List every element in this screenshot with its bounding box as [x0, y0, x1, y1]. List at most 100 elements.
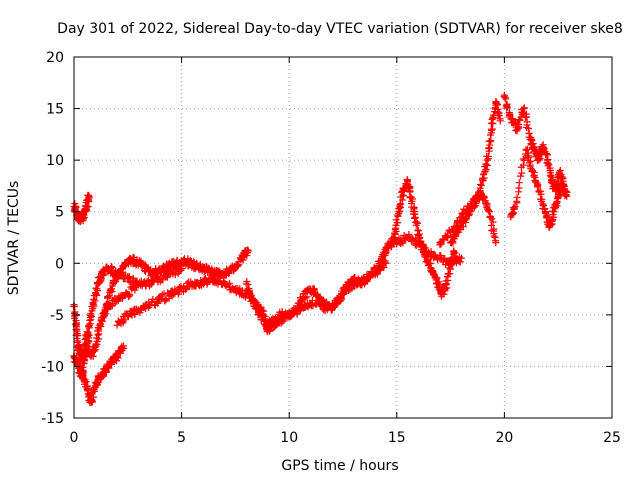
- data-point: [83, 330, 91, 338]
- data-point: [486, 213, 494, 221]
- data-point: [403, 178, 411, 186]
- grid: [74, 57, 612, 418]
- data-point: [516, 116, 524, 124]
- data-point: [524, 154, 532, 162]
- data-point: [436, 241, 444, 249]
- data-point: [539, 201, 547, 209]
- data-point: [407, 193, 415, 201]
- y-axis-label: SDTVAR / TECUs: [6, 181, 22, 296]
- data-point: [440, 290, 448, 298]
- data-point: [103, 306, 111, 314]
- data-point: [82, 335, 90, 343]
- data-point: [84, 329, 92, 337]
- data-point: [393, 218, 401, 226]
- data-point: [484, 152, 492, 160]
- data-point: [515, 179, 523, 187]
- x-tick-label: 20: [495, 430, 513, 446]
- data-point: [496, 115, 504, 123]
- data-point: [456, 214, 464, 222]
- data-point: [253, 301, 261, 309]
- data-point: [485, 145, 493, 153]
- data-point: [412, 218, 420, 226]
- x-tick-label: 0: [70, 430, 79, 446]
- data-point: [82, 378, 90, 386]
- data-point: [558, 173, 566, 181]
- data-point: [523, 145, 531, 153]
- plot-frame: [73, 56, 613, 419]
- data-point: [312, 301, 320, 309]
- data-point: [530, 172, 538, 180]
- y-tick-label: -10: [41, 359, 64, 375]
- data-point: [506, 111, 514, 119]
- data-point: [113, 353, 121, 361]
- y-tick-label: -5: [50, 308, 64, 324]
- data-point: [519, 155, 527, 163]
- data-point: [80, 368, 88, 376]
- data-point: [244, 247, 252, 255]
- data-point: [105, 364, 113, 372]
- data-point: [531, 173, 539, 181]
- data-point: [104, 293, 112, 301]
- data-point: [162, 295, 170, 303]
- data-point: [163, 272, 171, 280]
- x-tick-label: 5: [177, 430, 186, 446]
- x-axis-label: GPS time / hours: [281, 458, 398, 474]
- data-point: [248, 294, 256, 302]
- data-point: [456, 226, 464, 234]
- data-point: [518, 108, 526, 116]
- data-point: [437, 240, 445, 248]
- data-point: [552, 203, 560, 211]
- data-point: [293, 310, 301, 318]
- chart-title: Day 301 of 2022, Sidereal Day-to-day VTE…: [57, 21, 623, 37]
- data-point: [257, 303, 265, 311]
- data-point: [226, 279, 234, 287]
- data-point: [145, 282, 153, 290]
- data-point: [121, 315, 129, 323]
- data-point: [159, 276, 167, 284]
- data-point: [75, 358, 83, 366]
- data-point: [489, 218, 497, 226]
- data-point: [260, 315, 268, 323]
- data-point: [520, 104, 528, 112]
- data-point: [303, 293, 311, 301]
- data-point: [531, 146, 539, 154]
- data-point: [495, 111, 503, 119]
- data-point: [235, 261, 243, 269]
- data-point: [126, 292, 134, 300]
- data-point: [73, 337, 81, 345]
- data-point: [414, 219, 422, 227]
- data-point: [80, 211, 88, 219]
- data-point: [119, 342, 127, 350]
- data-point: [511, 203, 519, 211]
- data-point: [488, 215, 496, 223]
- x-tick-label: 25: [603, 430, 621, 446]
- data-point: [394, 212, 402, 220]
- data-point: [486, 137, 494, 145]
- y-tick-label: 10: [46, 153, 64, 169]
- data-point: [534, 183, 542, 191]
- data-point: [467, 201, 475, 209]
- data-point: [477, 182, 485, 190]
- data-point: [244, 249, 252, 257]
- data-point: [243, 278, 251, 286]
- data-point: [494, 108, 502, 116]
- data-point: [535, 155, 543, 163]
- y-tick-label: -15: [41, 411, 64, 427]
- y-tick-label: 0: [55, 256, 64, 272]
- data-point: [515, 123, 523, 131]
- data-point: [91, 297, 99, 305]
- data-point: [520, 156, 528, 164]
- data-point: [122, 289, 130, 297]
- data-point: [480, 192, 488, 200]
- data-point: [489, 114, 497, 122]
- data-point: [245, 287, 253, 295]
- data-point: [482, 160, 490, 168]
- data-point: [493, 100, 501, 108]
- data-point: [428, 267, 436, 275]
- data-point: [387, 243, 395, 251]
- data-point: [399, 239, 407, 247]
- x-tick-label: 10: [280, 430, 298, 446]
- data-point: [524, 125, 532, 133]
- data-point: [94, 378, 102, 386]
- data-point: [310, 285, 318, 293]
